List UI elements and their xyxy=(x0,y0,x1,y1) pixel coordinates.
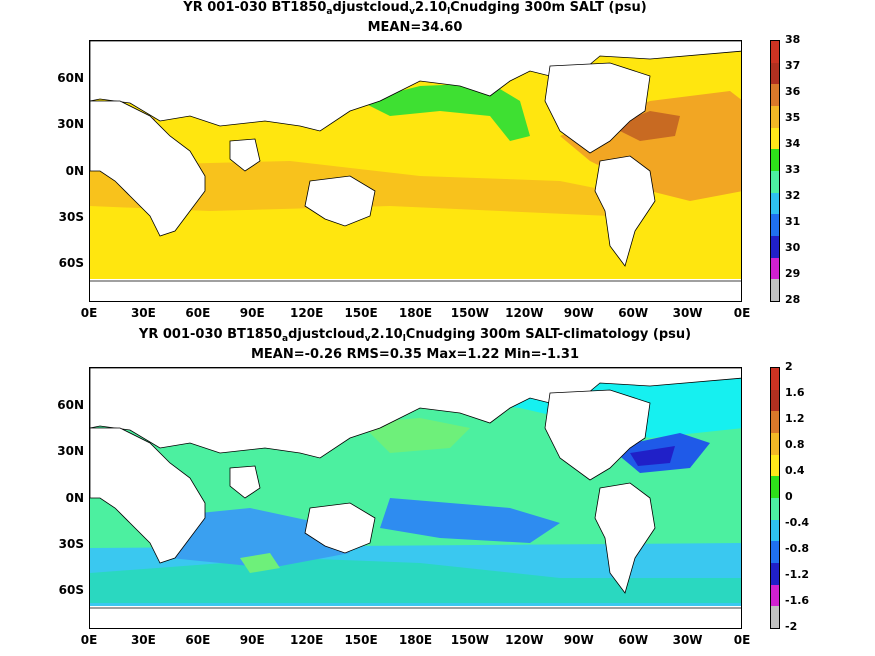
top-colorbar-tick-label: 36 xyxy=(785,85,801,98)
bottom-lat-label-30s: 30S xyxy=(58,537,84,551)
top-lat-label-60n: 60N xyxy=(57,71,84,85)
bottom-lon-label: 120W xyxy=(505,633,544,647)
top-stats: MEAN=34.60 xyxy=(367,20,463,35)
top-colorbar-segment xyxy=(771,257,779,280)
bottom-map xyxy=(89,367,742,629)
bottom-lon-label: 150E xyxy=(344,633,378,647)
top-colorbar-tick-label: 32 xyxy=(785,189,801,202)
bottom-colorbar-segment xyxy=(771,454,779,477)
top-lon-label: 90W xyxy=(563,306,594,320)
bottom-lat-label-60s: 60S xyxy=(58,583,84,597)
bottom-colorbar xyxy=(770,367,780,629)
bottom-lon-label: 0E xyxy=(733,633,751,647)
bottom-colorbar-tick-label: 1.6 xyxy=(785,386,805,399)
bottom-colorbar-segment xyxy=(771,541,779,563)
bottom-colorbar-tick-label: 0.4 xyxy=(785,464,805,477)
bottom-map-canvas xyxy=(90,368,741,628)
top-colorbar-tick-label: 28 xyxy=(785,293,801,306)
bottom-lon-label: 120E xyxy=(290,633,324,647)
bottom-colorbar-segment xyxy=(771,432,779,455)
bottom-colorbar-segment xyxy=(771,584,779,607)
top-colorbar-segment xyxy=(771,170,779,193)
top-lon-label: 30E xyxy=(130,306,156,320)
top-colorbar-segment xyxy=(771,41,779,63)
top-lat-label-30s: 30S xyxy=(58,210,84,224)
top-colorbar-segment xyxy=(771,214,779,236)
bottom-lon-label: 90W xyxy=(563,633,594,647)
top-lon-label: 150W xyxy=(450,306,490,320)
top-colorbar-segment xyxy=(771,127,779,150)
bottom-colorbar-segment xyxy=(771,562,779,585)
top-colorbar-segment xyxy=(771,279,779,301)
top-colorbar-segment xyxy=(771,235,779,258)
bottom-colorbar-segment xyxy=(771,368,779,390)
bottom-lon-label: 30E xyxy=(130,633,156,647)
bottom-lon-label: 60W xyxy=(618,633,649,647)
top-lon-label: 90E xyxy=(239,306,265,320)
bottom-colorbar-tick-label: 0 xyxy=(785,490,793,503)
top-colorbar-segment xyxy=(771,192,779,215)
top-colorbar-segment xyxy=(771,84,779,106)
bottom-lon-label: 180E xyxy=(398,633,433,647)
bottom-lat-label-60n: 60N xyxy=(57,398,84,412)
bottom-colorbar-tick-label: -2 xyxy=(785,620,798,633)
bottom-lon-label: 0E xyxy=(80,633,98,647)
bottom-colorbar-tick-label: -1.6 xyxy=(785,594,810,607)
top-lon-label: 180E xyxy=(398,306,433,320)
top-lon-label: 120E xyxy=(290,306,324,320)
bottom-lon-label: 30W xyxy=(672,633,703,647)
top-map-canvas xyxy=(90,41,741,301)
bottom-colorbar-segment xyxy=(771,519,779,542)
top-lon-label: 0E xyxy=(80,306,98,320)
top-lon-label: 60W xyxy=(618,306,649,320)
bottom-colorbar-tick-label: -1.2 xyxy=(785,568,810,581)
top-colorbar-tick-label: 35 xyxy=(785,111,801,124)
bottom-lon-label: 60E xyxy=(185,633,211,647)
bottom-colorbar-segment xyxy=(771,389,779,412)
top-lat-label-60s: 60S xyxy=(58,256,84,270)
bottom-lon-label: 90E xyxy=(239,633,265,647)
bottom-colorbar-segment xyxy=(771,476,779,498)
top-colorbar-tick-label: 31 xyxy=(785,215,801,228)
bottom-title: YR 001-030 BT1850adjustcloudv2.10lCnudgi… xyxy=(138,327,692,344)
bottom-colorbar-segment xyxy=(771,606,779,628)
top-lon-label: 30W xyxy=(672,306,703,320)
top-colorbar-tick-label: 33 xyxy=(785,163,801,176)
top-colorbar-segment xyxy=(771,105,779,128)
top-lon-label: 150E xyxy=(344,306,378,320)
top-colorbar-segment xyxy=(771,149,779,171)
top-title: YR 001-030 BT1850adjustcloudv2.10lCnudgi… xyxy=(183,0,647,17)
top-colorbar-tick-label: 34 xyxy=(785,137,801,150)
bottom-colorbar-tick-label: 2 xyxy=(785,360,793,373)
top-map xyxy=(89,40,742,302)
top-colorbar-tick-label: 30 xyxy=(785,241,801,254)
bottom-lat-label-30n: 30N xyxy=(57,444,84,458)
top-lon-label: 60E xyxy=(185,306,211,320)
top-colorbar-tick-label: 38 xyxy=(785,33,801,46)
bottom-colorbar-tick-label: 0.8 xyxy=(785,438,805,451)
bottom-stats: MEAN=-0.26 RMS=0.35 Max=1.22 Min=-1.31 xyxy=(250,347,580,362)
top-colorbar xyxy=(770,40,780,302)
bottom-colorbar-segment xyxy=(771,497,779,520)
top-lat-label-0n: 0N xyxy=(65,164,84,178)
bottom-colorbar-tick-label: 1.2 xyxy=(785,412,805,425)
bottom-colorbar-tick-label: -0.4 xyxy=(785,516,810,529)
top-colorbar-tick-label: 37 xyxy=(785,59,801,72)
bottom-lon-label: 150W xyxy=(450,633,490,647)
top-colorbar-tick-label: 29 xyxy=(785,267,801,280)
top-lat-label-30n: 30N xyxy=(57,117,84,131)
bottom-colorbar-tick-label: -0.8 xyxy=(785,542,810,555)
top-lon-label: 120W xyxy=(505,306,544,320)
bottom-colorbar-segment xyxy=(771,411,779,433)
top-lon-label: 0E xyxy=(733,306,751,320)
top-colorbar-segment xyxy=(771,62,779,85)
bottom-lat-label-0n: 0N xyxy=(65,491,84,505)
